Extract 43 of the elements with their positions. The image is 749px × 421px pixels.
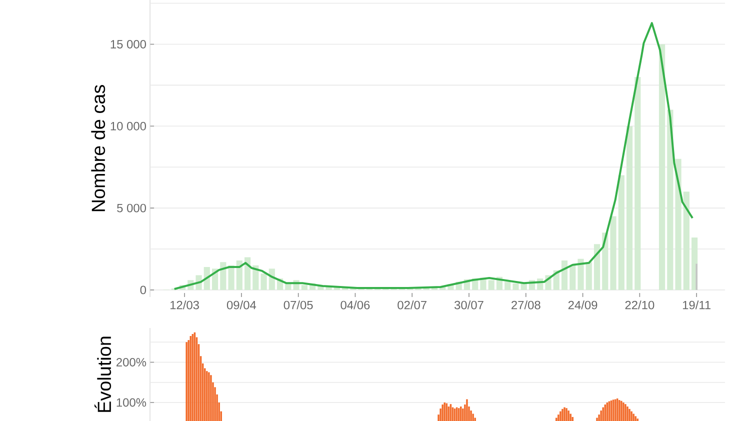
bar bbox=[561, 260, 568, 290]
bar bbox=[512, 283, 519, 290]
bar bbox=[683, 192, 690, 290]
bar bbox=[236, 260, 242, 290]
bar bbox=[504, 282, 511, 290]
bar bbox=[586, 262, 592, 290]
x-tick-label: 19/11 bbox=[682, 300, 710, 310]
bar bbox=[285, 283, 292, 290]
y-tick-label: 0 bbox=[140, 286, 146, 294]
y-tick-label: 100% bbox=[116, 398, 146, 407]
x-tick-label: 22/10 bbox=[625, 300, 654, 310]
y-axis-title: Évolution bbox=[94, 336, 112, 412]
bar bbox=[610, 216, 616, 290]
x-tick-label: 12/03 bbox=[170, 300, 199, 310]
bar bbox=[244, 257, 251, 290]
line-series bbox=[173, 22, 694, 290]
bar bbox=[260, 274, 267, 290]
bar bbox=[570, 265, 576, 290]
y-tick-label: 15 000 bbox=[110, 40, 146, 48]
bar bbox=[594, 244, 600, 290]
y-tick-label: 5 000 bbox=[117, 204, 146, 212]
x-tick-label: 09/04 bbox=[226, 300, 256, 310]
bar bbox=[301, 285, 308, 290]
bar bbox=[578, 258, 584, 290]
y-tick-label: 200% bbox=[116, 358, 146, 366]
bar bbox=[252, 265, 259, 290]
bar bbox=[220, 262, 226, 290]
bar bbox=[634, 76, 641, 290]
x-tick-label: 24/09 bbox=[568, 300, 598, 310]
bar bbox=[488, 280, 494, 290]
x-tick-label: 02/07 bbox=[398, 300, 426, 310]
bar bbox=[228, 265, 234, 290]
y-axis-title: Nombre de cas bbox=[91, 85, 106, 212]
bar bbox=[667, 110, 674, 290]
x-tick-label: 27/08 bbox=[512, 300, 540, 310]
x-tick-label: 30/07 bbox=[454, 300, 484, 310]
bar bbox=[675, 158, 682, 290]
bar bbox=[626, 126, 633, 290]
y-tick-label: 10 000 bbox=[110, 122, 146, 130]
x-tick-label: 04/06 bbox=[340, 300, 370, 310]
bar bbox=[658, 44, 666, 290]
x-tick-label: 07/05 bbox=[284, 300, 313, 310]
bar bbox=[618, 175, 624, 290]
